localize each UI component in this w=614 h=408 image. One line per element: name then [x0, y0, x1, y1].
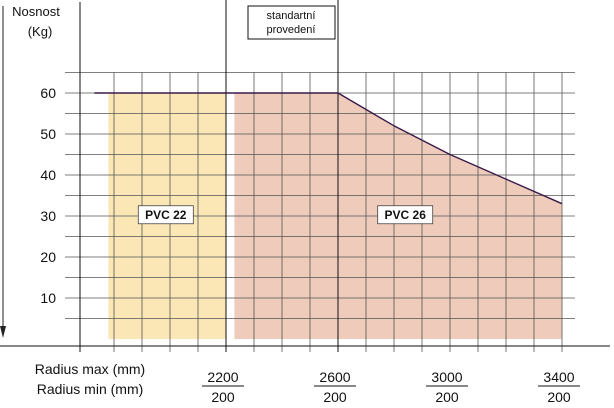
y-tick-label: 20: [40, 249, 56, 265]
x-tick-label-min: 200: [211, 389, 235, 405]
load-limit-curve: [94, 92, 563, 205]
y-tick-label: 30: [40, 208, 56, 224]
pvc26-label: PVC 26: [385, 208, 427, 222]
y-tick-label: 60: [40, 85, 56, 101]
y-tick-label: 40: [40, 167, 56, 183]
y-tick-label: 10: [40, 290, 56, 306]
pvc26-label-box: [377, 205, 434, 225]
annotation-line1: standartní: [267, 10, 316, 22]
chart-labels: 10 20 30 40 50 60 2200 200 2600 200 3000 200 3400 200…: [40, 85, 580, 405]
x-tick-label-min: 200: [547, 389, 571, 405]
pvc22-label-box: [137, 205, 194, 225]
x-tick-label-max: 3400: [543, 369, 574, 385]
y-tick-label: 50: [40, 126, 56, 142]
pvc22-label: PVC 22: [145, 208, 187, 222]
x-tick-label-max: 2600: [319, 369, 350, 385]
annotation-line2: provedení: [267, 24, 316, 36]
axes: [0, 2, 610, 352]
x-axis-label-min: Radius min (mm): [37, 381, 144, 397]
x-tick-label-min: 200: [323, 389, 347, 405]
x-axis-label-max: Radius max (mm): [35, 361, 145, 377]
y-axis-label-line1: Nosnost: [12, 4, 60, 19]
annotation-box: [247, 5, 336, 40]
x-tick-label-max: 2200: [207, 369, 238, 385]
x-tick-label-max: 3000: [431, 369, 462, 385]
limit-line: [94, 92, 563, 205]
y-axis-label-line2: (Kg): [28, 24, 53, 39]
x-tick-label-min: 200: [435, 389, 459, 405]
left-arrow-head: [0, 326, 6, 338]
grid-lines: [65, 0, 575, 352]
